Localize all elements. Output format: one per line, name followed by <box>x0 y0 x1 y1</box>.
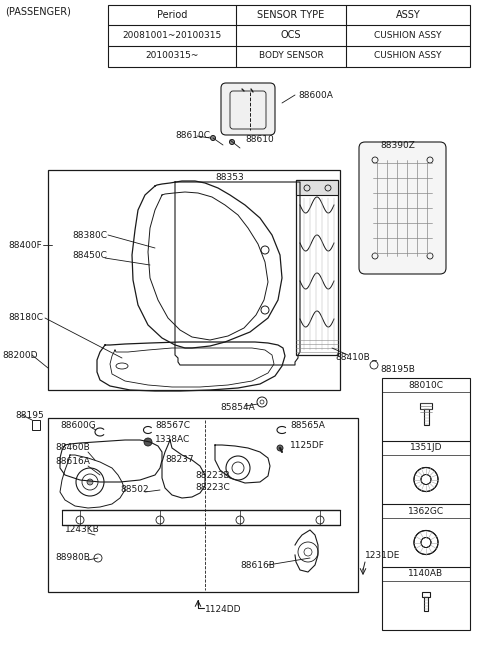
Circle shape <box>87 479 93 485</box>
Text: 88600G: 88600G <box>60 421 96 430</box>
Text: 88223C: 88223C <box>195 483 230 492</box>
Text: 1124DD: 1124DD <box>205 605 241 614</box>
Bar <box>296 180 338 355</box>
FancyBboxPatch shape <box>221 83 275 135</box>
Bar <box>420 402 432 409</box>
Text: 88237: 88237 <box>165 456 193 464</box>
Bar <box>424 596 428 611</box>
Text: ASSY: ASSY <box>396 10 420 20</box>
Bar <box>382 378 470 630</box>
Text: 88400F: 88400F <box>8 240 42 249</box>
Text: 88353: 88353 <box>215 172 244 182</box>
Text: Period: Period <box>157 10 187 20</box>
Circle shape <box>277 445 283 451</box>
Text: 88180C: 88180C <box>8 313 43 323</box>
Text: 1243KB: 1243KB <box>65 526 100 535</box>
Text: 1362GC: 1362GC <box>408 507 444 515</box>
Text: 88223B: 88223B <box>195 471 229 479</box>
Text: 88380C: 88380C <box>72 231 107 240</box>
Text: 88565A: 88565A <box>290 421 325 430</box>
Circle shape <box>211 136 216 140</box>
Text: CUSHION ASSY: CUSHION ASSY <box>374 52 442 61</box>
Text: 88567C: 88567C <box>155 421 190 430</box>
Text: OCS: OCS <box>281 30 301 40</box>
Text: 1140AB: 1140AB <box>408 569 444 579</box>
Text: 20100315~: 20100315~ <box>145 52 199 61</box>
Text: 88600A: 88600A <box>298 91 333 99</box>
Text: CUSHION ASSY: CUSHION ASSY <box>374 31 442 39</box>
Text: 88460B: 88460B <box>55 443 90 453</box>
Bar <box>48 170 340 390</box>
Circle shape <box>144 438 152 446</box>
Text: 85854A: 85854A <box>220 404 255 413</box>
Circle shape <box>229 140 235 144</box>
Text: 88010C: 88010C <box>408 381 444 389</box>
Bar <box>296 180 338 195</box>
Text: SENSOR TYPE: SENSOR TYPE <box>257 10 324 20</box>
Bar <box>48 418 358 592</box>
Text: 88450C: 88450C <box>72 251 107 259</box>
Bar <box>32 420 40 430</box>
Text: 88616A: 88616A <box>55 458 90 466</box>
Text: 88390Z: 88390Z <box>380 140 415 150</box>
Text: 88616B: 88616B <box>240 560 275 569</box>
Text: 88610C: 88610C <box>175 131 210 140</box>
Text: 1231DE: 1231DE <box>365 550 400 560</box>
Bar <box>422 592 430 596</box>
Text: 88502: 88502 <box>120 485 149 494</box>
Bar <box>108 5 470 67</box>
Text: (PASSENGER): (PASSENGER) <box>5 7 71 17</box>
Text: 1125DF: 1125DF <box>290 441 325 449</box>
Text: 88200D: 88200D <box>2 351 37 360</box>
Text: 88195B: 88195B <box>380 366 415 375</box>
FancyBboxPatch shape <box>359 142 446 274</box>
Text: BODY SENSOR: BODY SENSOR <box>259 52 324 61</box>
Text: 1338AC: 1338AC <box>155 436 190 445</box>
Text: 88980B: 88980B <box>55 554 90 562</box>
Bar <box>423 409 429 424</box>
Text: 88610: 88610 <box>245 136 274 144</box>
Text: 20081001~20100315: 20081001~20100315 <box>122 31 222 39</box>
Text: 88195: 88195 <box>15 411 44 419</box>
Text: 88410B: 88410B <box>335 353 370 362</box>
Text: 1351JD: 1351JD <box>410 443 442 453</box>
